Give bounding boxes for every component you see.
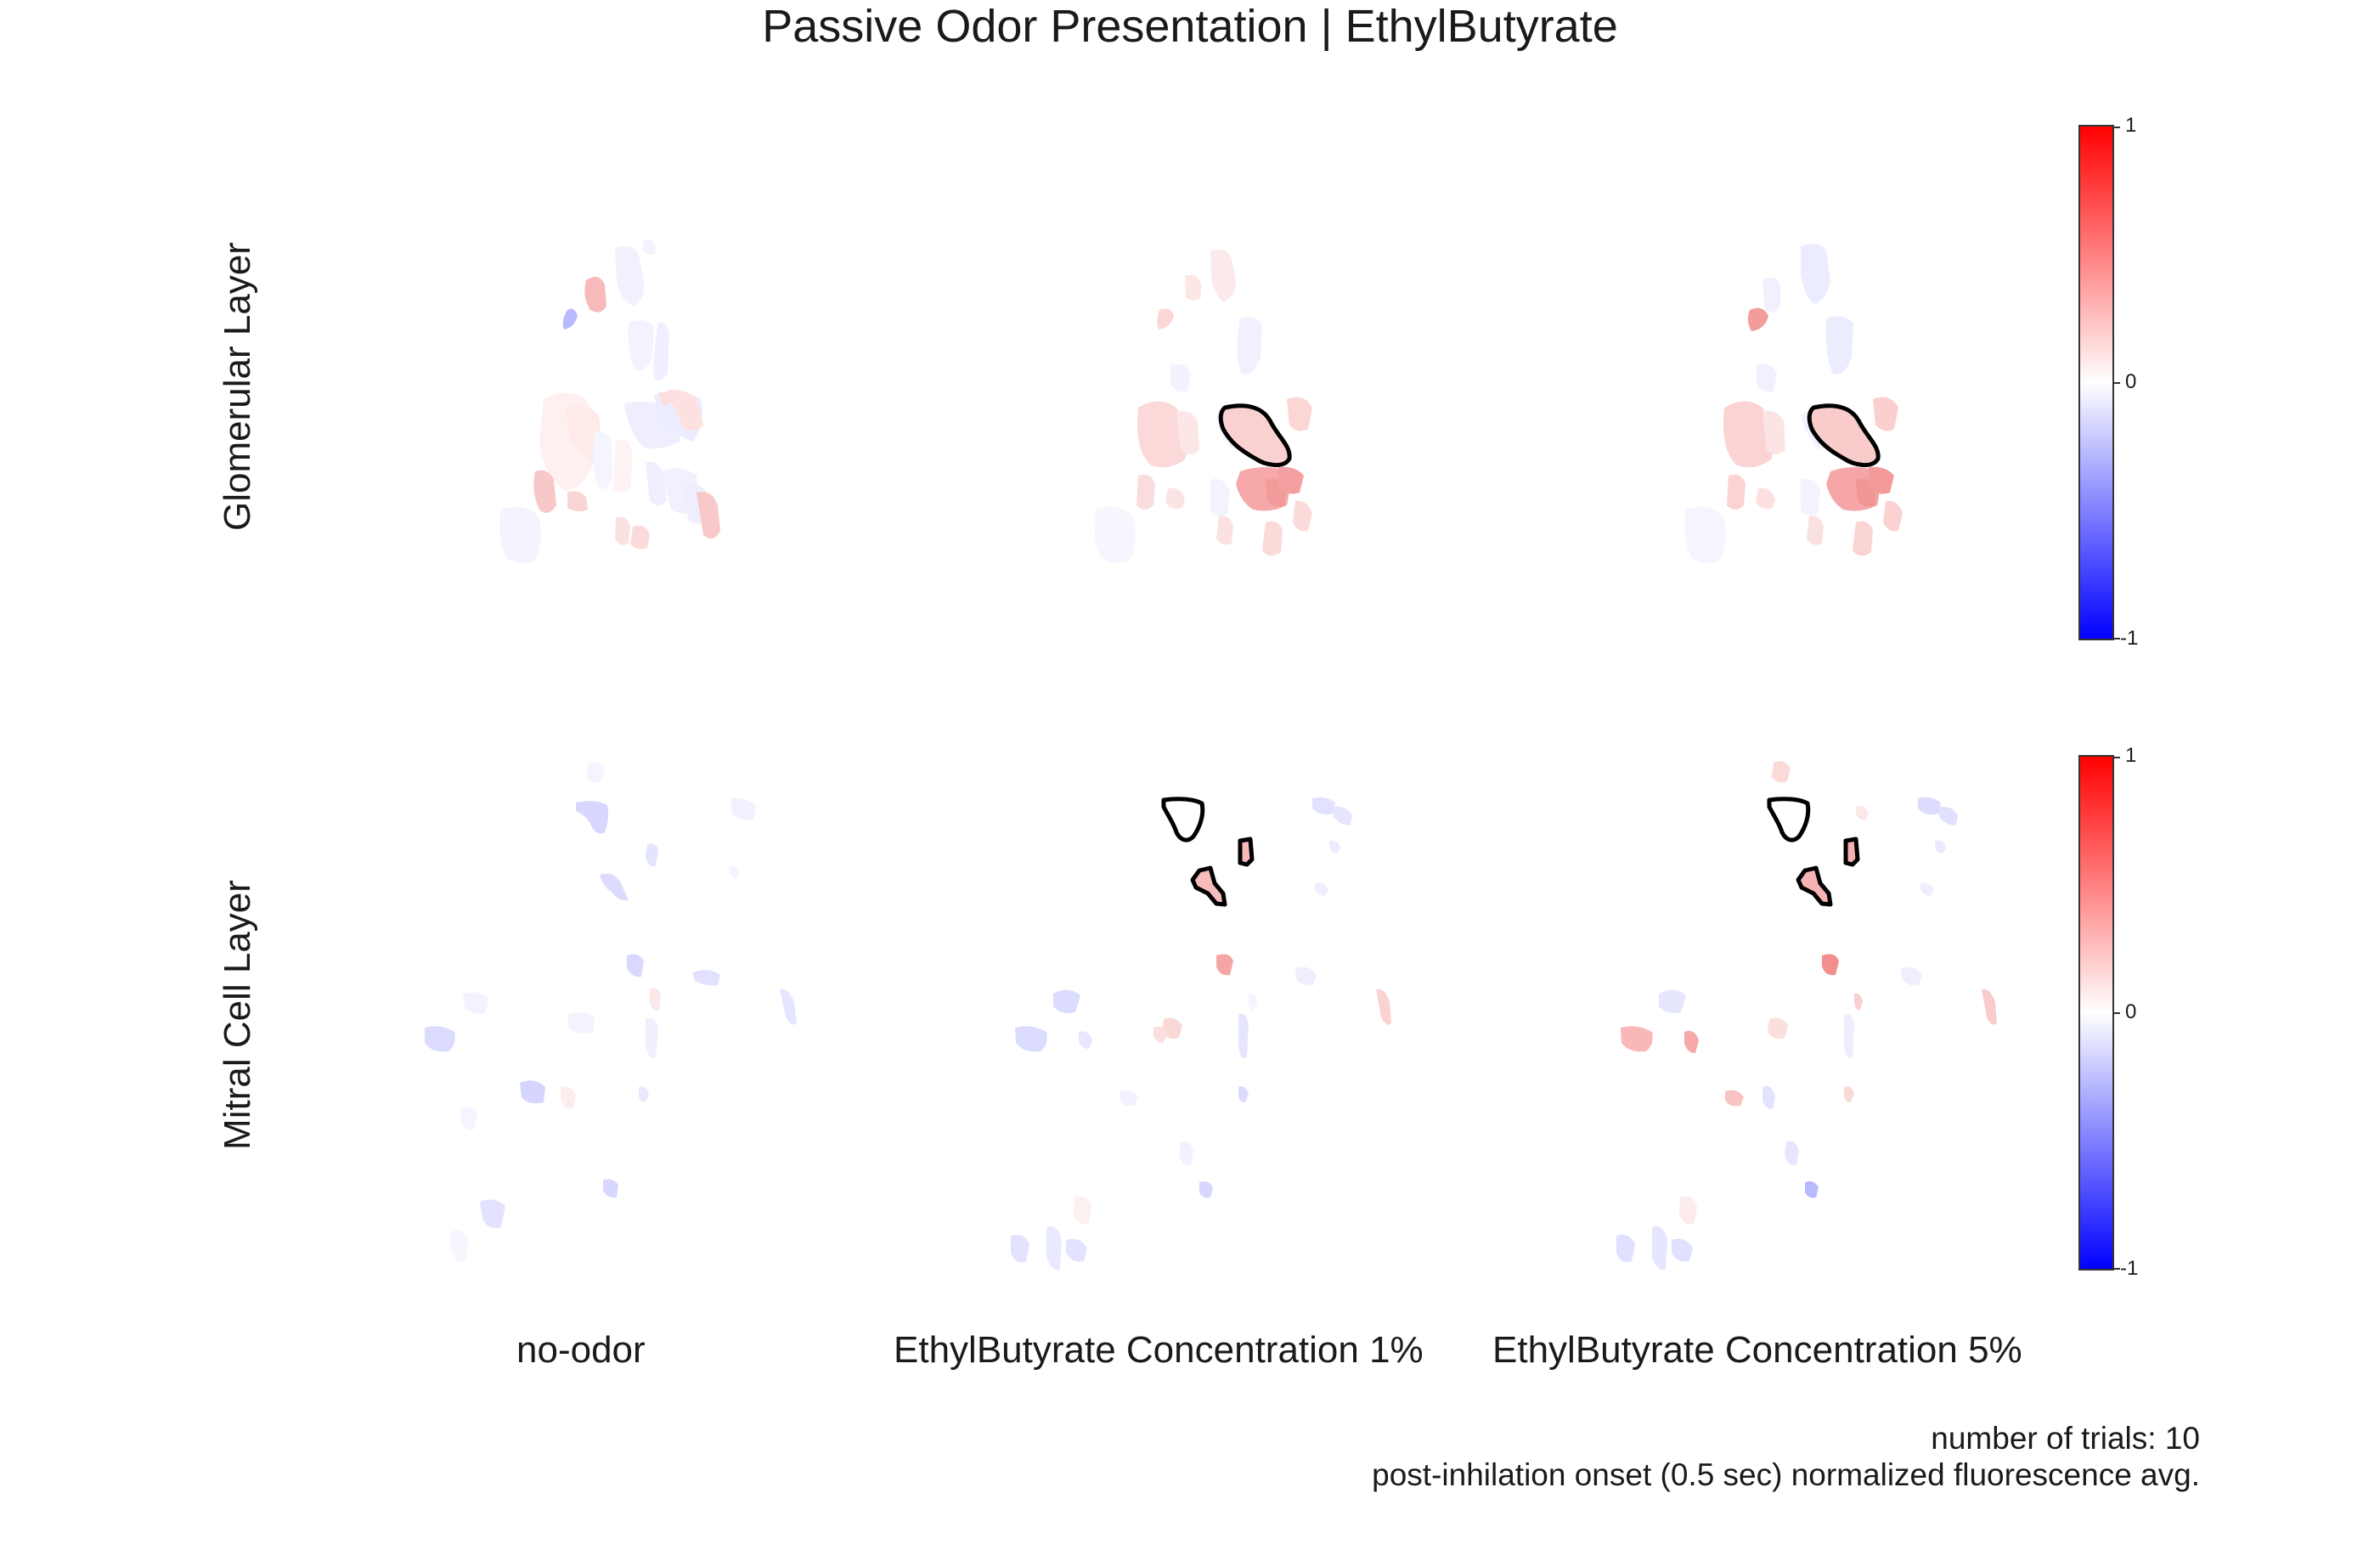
colorbar-mitral-tick-min: -1 bbox=[2120, 1257, 2139, 1280]
colorbar-glomerular-tick-max: 1 bbox=[2125, 114, 2137, 137]
colorbar-mitral-tick-mid: 0 bbox=[2125, 1000, 2137, 1023]
mitral-panel-5pct bbox=[1616, 761, 1997, 1270]
colorbar-glomerular-tick-mid: 0 bbox=[2125, 370, 2137, 393]
column-label-1pct: EthylButyrate Concentration 1% bbox=[894, 1329, 1424, 1371]
glomerular-panel-1pct bbox=[1094, 249, 1312, 564]
glomerular-panel-no-odor bbox=[499, 239, 720, 564]
colorbar-glomerular-tick-min: -1 bbox=[2120, 627, 2139, 650]
column-label-no-odor: no-odor bbox=[516, 1329, 646, 1371]
mitral-panel-1pct bbox=[1011, 797, 1391, 1270]
glomerular-panel-5pct bbox=[1684, 243, 1903, 564]
footnote-description: post-inhilation onset (0.5 sec) normaliz… bbox=[1372, 1457, 2200, 1492]
figure-title: Passive Odor Presentation | EthylButyrat… bbox=[762, 1, 1618, 52]
mitral-panel-no-odor bbox=[425, 763, 797, 1262]
colorbar-mitral bbox=[2078, 755, 2120, 1270]
footnote-trials: number of trials: 10 bbox=[1931, 1421, 2200, 1456]
row-label-glomerular: Glomerular Layer bbox=[217, 242, 258, 531]
row-label-mitral: Mitral Cell Layer bbox=[217, 880, 258, 1150]
colorbar-mitral-tick-max: 1 bbox=[2125, 744, 2137, 767]
column-label-5pct: EthylButyrate Concentration 5% bbox=[1492, 1329, 2022, 1371]
colorbar-glomerular bbox=[2078, 125, 2120, 640]
